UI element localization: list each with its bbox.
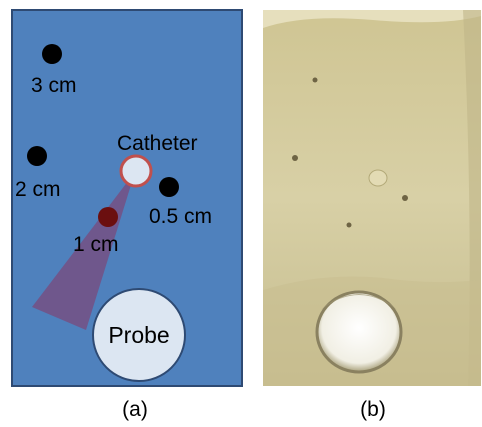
marker-3cm-dot xyxy=(42,44,62,64)
gel-top-edge xyxy=(263,10,481,28)
panel-b-caption: (b) xyxy=(360,398,386,421)
catheter-circle xyxy=(119,154,153,188)
panel-b-phantom-photo xyxy=(263,10,481,386)
probe-hole-shadow xyxy=(321,294,397,310)
probe-circle xyxy=(92,288,186,382)
probe-hole xyxy=(315,290,403,374)
embedded-marker-2 xyxy=(292,155,298,161)
panel-a-diagram: 3 cm 2 cm Catheter 0.5 cm 1 cm Probe xyxy=(11,9,243,387)
probe-label: Probe xyxy=(108,322,169,348)
marker-0-5cm-label: 0.5 cm xyxy=(149,205,212,228)
embedded-marker-1 xyxy=(312,77,318,83)
marker-0-5cm-dot xyxy=(159,177,179,197)
marker-2cm-dot xyxy=(27,146,47,166)
catheter-label: Catheter xyxy=(117,132,198,155)
catheter-bubble xyxy=(368,169,388,187)
marker-1cm-dot xyxy=(98,207,118,227)
embedded-marker-4 xyxy=(346,222,352,228)
marker-2cm-label: 2 cm xyxy=(15,178,61,201)
embedded-marker-3 xyxy=(402,195,408,201)
marker-3cm-label: 3 cm xyxy=(31,74,77,97)
marker-1cm-label: 1 cm xyxy=(73,233,119,256)
panel-a-caption: (a) xyxy=(122,398,148,421)
